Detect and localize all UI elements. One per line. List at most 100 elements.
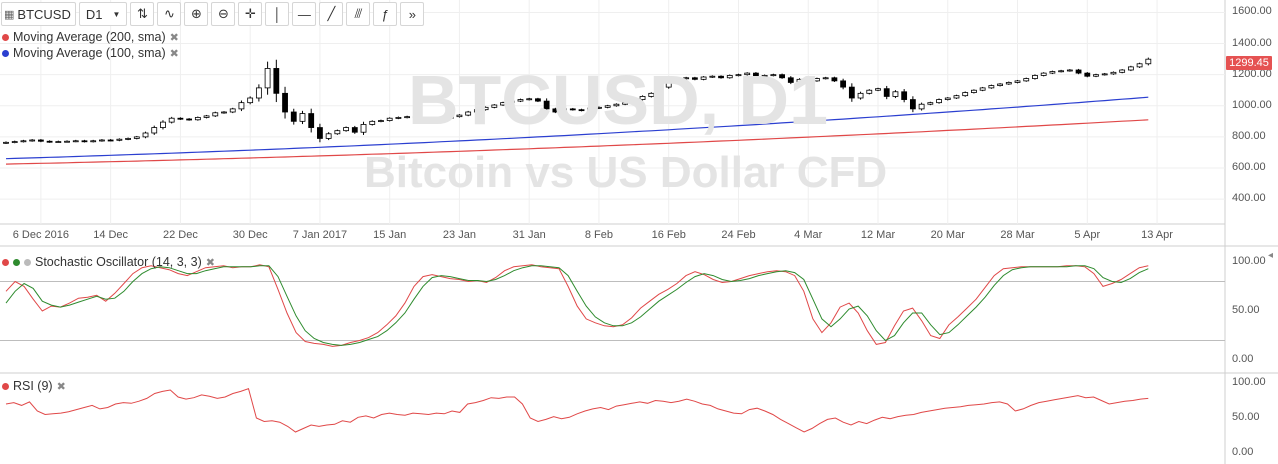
candle-body [997,83,1003,86]
candle-body [430,117,437,120]
candle-body [447,116,454,119]
stochastic-series-line [5,265,1149,346]
time-axis-label: 14 Dec [93,229,129,241]
time-axis-label: 30 Dec [232,229,268,241]
candle-body [421,117,428,119]
time-axis-label: 28 Mar [1000,229,1035,241]
indicators-tool-button[interactable]: ∿ [157,2,182,26]
candle-body [1075,69,1082,74]
candle-body [805,78,812,82]
candle-body [439,117,445,120]
candle-body [1101,73,1108,76]
symbol-selector[interactable]: ▦ BTCUSD [1,2,76,26]
price-axis-label: 1000.00 [1232,98,1272,111]
price-axis-label: 600.00 [1232,161,1266,173]
candle-body [229,108,236,113]
horizontal-line-tool-button[interactable]: — [292,2,317,26]
price-axis-label: 1400.00 [1232,36,1272,49]
fib-tool-icon: ⫻ [354,6,363,21]
compare-tool-button[interactable]: ⇅ [130,2,155,26]
legend-ma100[interactable]: Moving Average (100, sma) ✖ [2,46,179,60]
close-icon[interactable]: ✖ [169,31,179,44]
candle-body [535,98,541,102]
candle-body [726,75,733,79]
candle-body [133,136,140,139]
stoch-d-dot [13,258,20,266]
candle-body [1084,72,1091,77]
candle-body [317,127,323,139]
candle-body [831,77,838,82]
zoom-out-tool-icon: ⊖ [217,6,229,21]
candle-body [221,111,227,114]
candle-body [116,138,123,141]
trend-line-tool-button[interactable]: ╱ [319,2,344,26]
candle-body [691,77,698,80]
chevron-left-icon[interactable]: ◂ [1268,250,1274,261]
candle-body [1136,63,1143,68]
candle-body [508,100,515,104]
candle-body [569,108,576,111]
interval-selector[interactable]: D1 ▼ [78,2,128,26]
candle-body [630,99,637,104]
candle-body [3,141,9,144]
forward-tool-button[interactable]: » [400,2,425,26]
candle-body [657,86,663,94]
candle-body [29,139,36,142]
candle-body [796,78,803,83]
function-tool-button[interactable]: ƒ [373,2,398,26]
time-axis-label: 16 Feb [651,229,686,241]
ma200-line [5,119,1149,165]
candle-body [264,68,271,89]
candle-body [936,99,942,104]
candle-body [334,130,341,135]
candle-body [378,120,384,122]
candle-body [901,91,908,100]
close-icon[interactable]: ✖ [56,380,66,393]
legend-rsi[interactable]: RSI (9) ✖ [2,379,66,393]
zoom-in-tool-button[interactable]: ⊕ [184,2,209,26]
time-axis-label: 12 Mar [860,229,896,241]
legend-ma200[interactable]: Moving Average (200, sma) ✖ [2,30,179,44]
legend-stochastic[interactable]: Stochastic Oscillator (14, 3, 3) ✖ [2,255,215,269]
candle-body [857,92,864,99]
candle-body [107,139,114,142]
rsi-series-line [5,387,1149,433]
stochastic-axis-label: 50.00 [1232,304,1260,316]
candle-body [1093,74,1099,77]
candle-body [160,121,166,128]
stoch-level-dot [24,258,31,266]
zoom-out-tool-button[interactable]: ⊖ [211,2,236,26]
candle-body [744,72,751,76]
candle-body [273,68,280,94]
candle-body [596,106,602,109]
close-icon[interactable]: ✖ [205,256,215,269]
candle-body [168,117,175,123]
symbol-label: BTCUSD [17,6,71,22]
candle-body [848,86,855,99]
ma100-label: Moving Average (100, sma) [13,46,166,60]
crosshair-tool-icon: ✛ [244,6,256,21]
candle-body [517,99,524,102]
candle-body [238,102,245,110]
candle-body [822,77,829,80]
candle-body [674,78,681,83]
candle-body [927,102,934,105]
candle-body [770,74,777,77]
vertical-line-tool-icon: │ [273,6,282,22]
candle-body [72,140,79,143]
candle-body [325,133,332,139]
close-icon[interactable]: ✖ [169,47,179,60]
vertical-line-tool-button[interactable]: │ [265,2,290,26]
crosshair-tool-button[interactable]: ✛ [238,2,263,26]
candle-body [1014,80,1021,83]
candle-body [561,108,567,113]
candle-body [622,102,629,105]
candle-body [212,112,219,117]
price-axis-label: 1200.00 [1232,67,1272,80]
function-tool-icon: ƒ [381,6,390,22]
stochastic-axis-label: 0.00 [1232,353,1254,366]
candle-body [395,117,402,119]
candle-body [1005,82,1012,85]
fib-tool-button[interactable]: ⫻ [346,2,371,26]
